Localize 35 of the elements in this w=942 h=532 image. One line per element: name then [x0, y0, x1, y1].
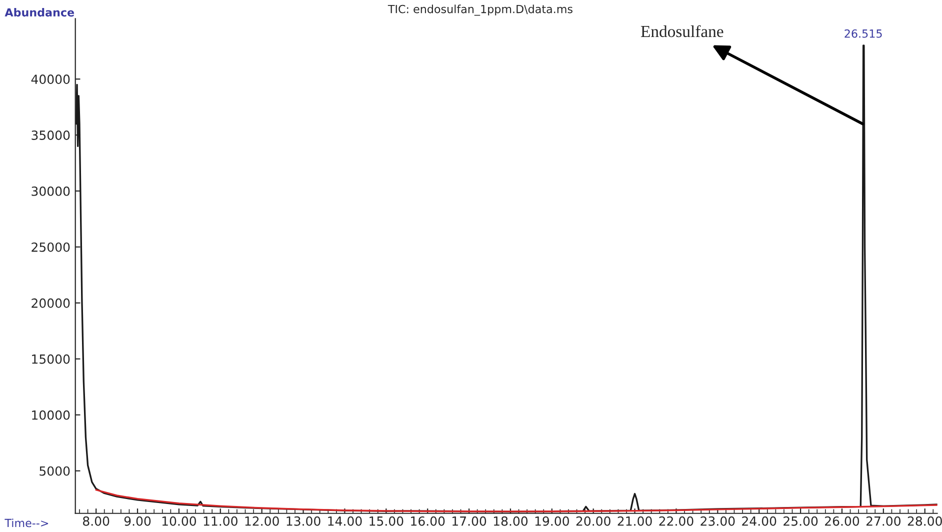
chart-title: TIC: endosulfan_1ppm.D\data.ms: [388, 4, 572, 16]
line-series: [95, 489, 938, 512]
y-axis-title: Abundance: [4, 8, 74, 17]
annotation: Endosulfane: [640, 25, 724, 38]
y-tick-label: 15000: [32, 354, 70, 364]
x-tick-label: 26.00: [825, 516, 860, 526]
x-tick-label: 20.00: [576, 516, 610, 526]
y-tick-label: 35000: [32, 130, 70, 140]
x-tick-label: 15.00: [370, 516, 404, 526]
y-tick-label: 20000: [32, 298, 70, 308]
x-tick-label: 27.00: [866, 516, 900, 526]
y-tick-label: 10000: [32, 410, 70, 420]
x-tick-label: 8.00: [83, 516, 110, 526]
x-tick-label: 12.00: [245, 516, 279, 526]
y-tick-label: 40000: [31, 74, 70, 84]
x-tick-label: 13.00: [286, 516, 320, 526]
x-tick-label: 21.00: [618, 516, 652, 526]
x-tick-label: 23.00: [700, 516, 735, 526]
x-tick-label: 16.00: [411, 516, 445, 526]
y-tick-label: 30000: [32, 186, 70, 196]
x-tick-label: 11.00: [204, 516, 238, 526]
x-tick-label: 17.00: [452, 516, 486, 526]
y-tick-label: 25000: [32, 242, 70, 252]
annotation: 26.515: [844, 29, 882, 38]
x-tick-label: 24.00: [742, 516, 776, 526]
x-tick-label: 18.00: [494, 516, 528, 526]
x-tick-label: 14.00: [328, 516, 362, 526]
x-tick-label: 9.00: [124, 516, 151, 526]
x-tick-label: 22.00: [659, 516, 694, 526]
y-tick-label: 5000: [40, 466, 70, 476]
x-tick-label: 25.00: [784, 516, 818, 526]
x-axis-title: Time-->: [4, 518, 48, 528]
x-tick-label: 19.00: [535, 516, 569, 526]
x-tick-label: 10.00: [162, 516, 196, 526]
x-tick-label: 28.00: [908, 516, 942, 526]
